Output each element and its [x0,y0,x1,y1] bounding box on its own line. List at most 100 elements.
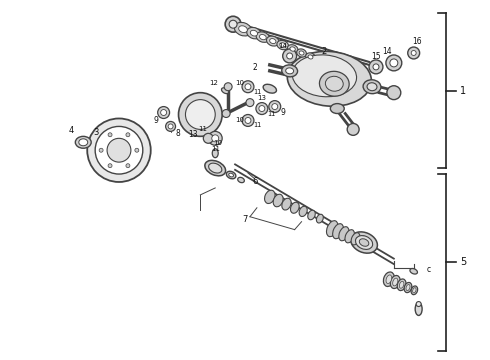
Ellipse shape [209,163,222,173]
Circle shape [387,86,401,100]
Ellipse shape [287,45,298,53]
Ellipse shape [265,190,275,203]
Circle shape [347,123,359,135]
Ellipse shape [406,284,410,291]
Ellipse shape [306,53,316,61]
Text: 14: 14 [278,43,287,49]
Ellipse shape [280,43,286,48]
Circle shape [269,100,281,113]
Circle shape [229,20,237,28]
Ellipse shape [256,32,270,42]
Text: 16: 16 [412,37,421,46]
Circle shape [242,81,254,93]
Circle shape [166,121,175,131]
Text: 6: 6 [252,177,258,186]
Circle shape [222,109,230,117]
Ellipse shape [238,177,245,183]
Circle shape [87,118,151,182]
Circle shape [245,84,251,90]
Circle shape [390,59,398,67]
Ellipse shape [263,84,276,93]
Circle shape [203,133,213,143]
Text: 13: 13 [257,95,267,101]
Text: 5: 5 [460,257,466,267]
Ellipse shape [299,206,307,216]
Text: 15: 15 [371,53,381,62]
Ellipse shape [234,22,252,36]
Circle shape [369,60,383,74]
Ellipse shape [212,149,218,158]
Ellipse shape [355,235,373,249]
Text: 10: 10 [236,80,245,86]
Text: 2: 2 [252,63,257,72]
Ellipse shape [386,275,392,284]
Circle shape [161,109,167,116]
Circle shape [225,16,241,32]
Ellipse shape [267,36,279,46]
Text: 11: 11 [211,146,220,152]
Ellipse shape [277,40,289,50]
Ellipse shape [282,198,291,210]
Ellipse shape [326,221,338,237]
Circle shape [95,126,143,174]
Circle shape [242,114,254,126]
Ellipse shape [399,281,404,288]
Circle shape [256,103,268,114]
Text: 10: 10 [236,117,245,123]
Circle shape [135,148,139,152]
Ellipse shape [397,279,406,291]
Ellipse shape [363,80,381,94]
Text: 8: 8 [175,129,180,138]
Ellipse shape [226,171,236,179]
Text: 14: 14 [382,48,392,57]
Circle shape [245,117,251,123]
Ellipse shape [391,275,400,288]
Circle shape [373,64,379,70]
Ellipse shape [319,71,349,96]
Text: 4: 4 [69,126,74,135]
Ellipse shape [221,88,229,94]
Ellipse shape [330,104,344,113]
Ellipse shape [308,55,313,59]
Ellipse shape [325,76,343,91]
Ellipse shape [260,35,266,40]
Ellipse shape [297,49,306,57]
Ellipse shape [79,139,88,146]
Circle shape [168,124,173,129]
Ellipse shape [299,51,304,55]
Text: 9: 9 [280,108,285,117]
Ellipse shape [359,239,369,246]
Ellipse shape [351,232,377,253]
Circle shape [178,93,222,136]
Ellipse shape [273,194,283,207]
Ellipse shape [416,302,421,306]
Ellipse shape [270,39,276,44]
Ellipse shape [333,224,343,239]
Text: 3: 3 [94,128,99,137]
Ellipse shape [367,83,377,91]
Text: 11: 11 [254,122,262,129]
Circle shape [185,100,215,129]
Ellipse shape [246,27,261,39]
Ellipse shape [404,283,412,293]
Text: 13: 13 [189,130,198,139]
Ellipse shape [410,269,417,274]
Ellipse shape [413,288,416,293]
Circle shape [99,148,103,152]
Circle shape [224,83,232,91]
Text: 7: 7 [243,215,247,224]
Circle shape [259,105,265,112]
Circle shape [108,133,112,137]
Circle shape [408,47,419,59]
Ellipse shape [229,173,234,177]
Text: c: c [426,265,431,274]
Ellipse shape [411,286,417,294]
Text: 11: 11 [198,126,207,132]
Circle shape [126,164,130,168]
Circle shape [411,50,416,55]
Circle shape [107,138,131,162]
Ellipse shape [290,47,295,51]
Ellipse shape [205,160,225,176]
Ellipse shape [239,26,247,32]
Circle shape [108,164,112,168]
